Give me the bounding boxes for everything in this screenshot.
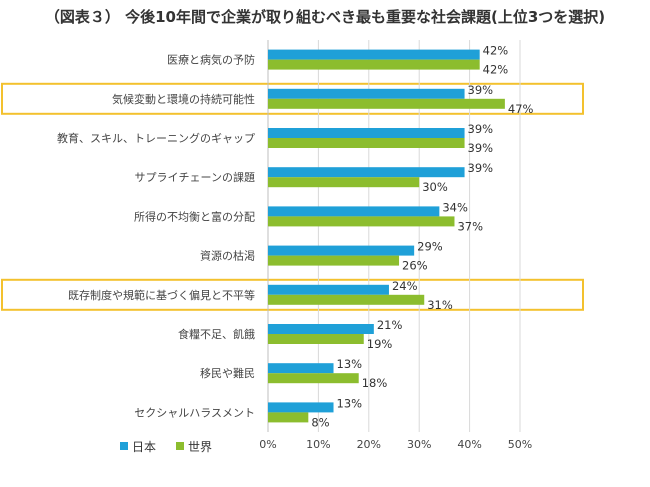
bar-japan <box>268 402 334 413</box>
data-label: 18% <box>362 376 388 390</box>
highlight-box <box>1 82 584 115</box>
data-label: 34% <box>442 200 468 214</box>
data-label: 19% <box>367 337 393 351</box>
bar-japan <box>268 167 465 178</box>
data-label: 13% <box>337 357 363 371</box>
bar-world <box>268 138 465 148</box>
legend-label: 世界 <box>188 440 212 454</box>
bar-japan <box>268 245 415 256</box>
bar-japan <box>268 324 374 334</box>
data-label: 26% <box>402 259 428 273</box>
x-tick-label: 10% <box>306 438 330 451</box>
category-label: 食糧不足、飢餓 <box>178 327 255 341</box>
bar-world <box>268 216 455 227</box>
data-label: 13% <box>337 396 363 410</box>
x-tick-label: 20% <box>357 438 381 451</box>
data-label: 39% <box>468 141 494 155</box>
bar-world <box>268 334 364 344</box>
category-label: 教育、スキル、トレーニングのギャップ <box>57 131 255 145</box>
category-label: 移民や難民 <box>200 367 255 380</box>
category-label: 気候変動と環境の持続可能性 <box>112 92 255 106</box>
category-label: セクシャルハラスメント <box>134 406 255 419</box>
x-tick-label: 0% <box>259 438 276 451</box>
bar-japan <box>268 128 465 138</box>
chart-title: （図表３） 今後10年間で企業が取り組むべき最も重要な社会課題(上位3つを選択) <box>44 8 606 26</box>
bar-world <box>268 98 505 109</box>
data-label: 21% <box>377 318 403 332</box>
category-label: サプライチェーンの課題 <box>135 170 255 184</box>
data-label: 30% <box>422 180 448 194</box>
category-label: 既存制度や規範に基づく偏見と不平等 <box>68 288 255 302</box>
data-label: 31% <box>427 298 453 312</box>
bar-world <box>268 59 480 70</box>
data-label: 37% <box>457 219 483 233</box>
bar-japan <box>268 363 334 374</box>
legend-label: 日本 <box>132 440 156 454</box>
x-tick-label: 30% <box>407 438 431 451</box>
bar-world <box>268 177 420 188</box>
x-tick-label: 50% <box>508 438 532 451</box>
data-label: 39% <box>468 122 494 136</box>
bar-world <box>268 255 400 266</box>
category-label: 資源の枯渇 <box>200 249 255 263</box>
data-label: 8% <box>311 415 329 429</box>
data-label: 42% <box>483 44 509 58</box>
data-label: 24% <box>392 279 418 293</box>
bar-japan <box>268 206 440 217</box>
bar-japan <box>268 284 389 295</box>
data-label: 29% <box>417 240 443 254</box>
bar-world <box>268 294 425 305</box>
data-label: 39% <box>468 161 494 175</box>
category-label: 所得の不均衡と富の分配 <box>134 209 255 223</box>
bar-world <box>268 412 309 423</box>
legend-swatch <box>176 442 184 450</box>
data-label: 39% <box>468 83 494 97</box>
highlight-box <box>1 278 584 311</box>
bar-world <box>268 373 359 384</box>
data-label: 42% <box>483 63 509 77</box>
data-label: 47% <box>508 102 534 116</box>
bar-japan <box>268 49 480 60</box>
category-label: 医療と病気の予防 <box>167 53 255 67</box>
legend-swatch <box>120 442 128 450</box>
x-tick-label: 40% <box>457 438 481 451</box>
bar-japan <box>268 88 465 99</box>
